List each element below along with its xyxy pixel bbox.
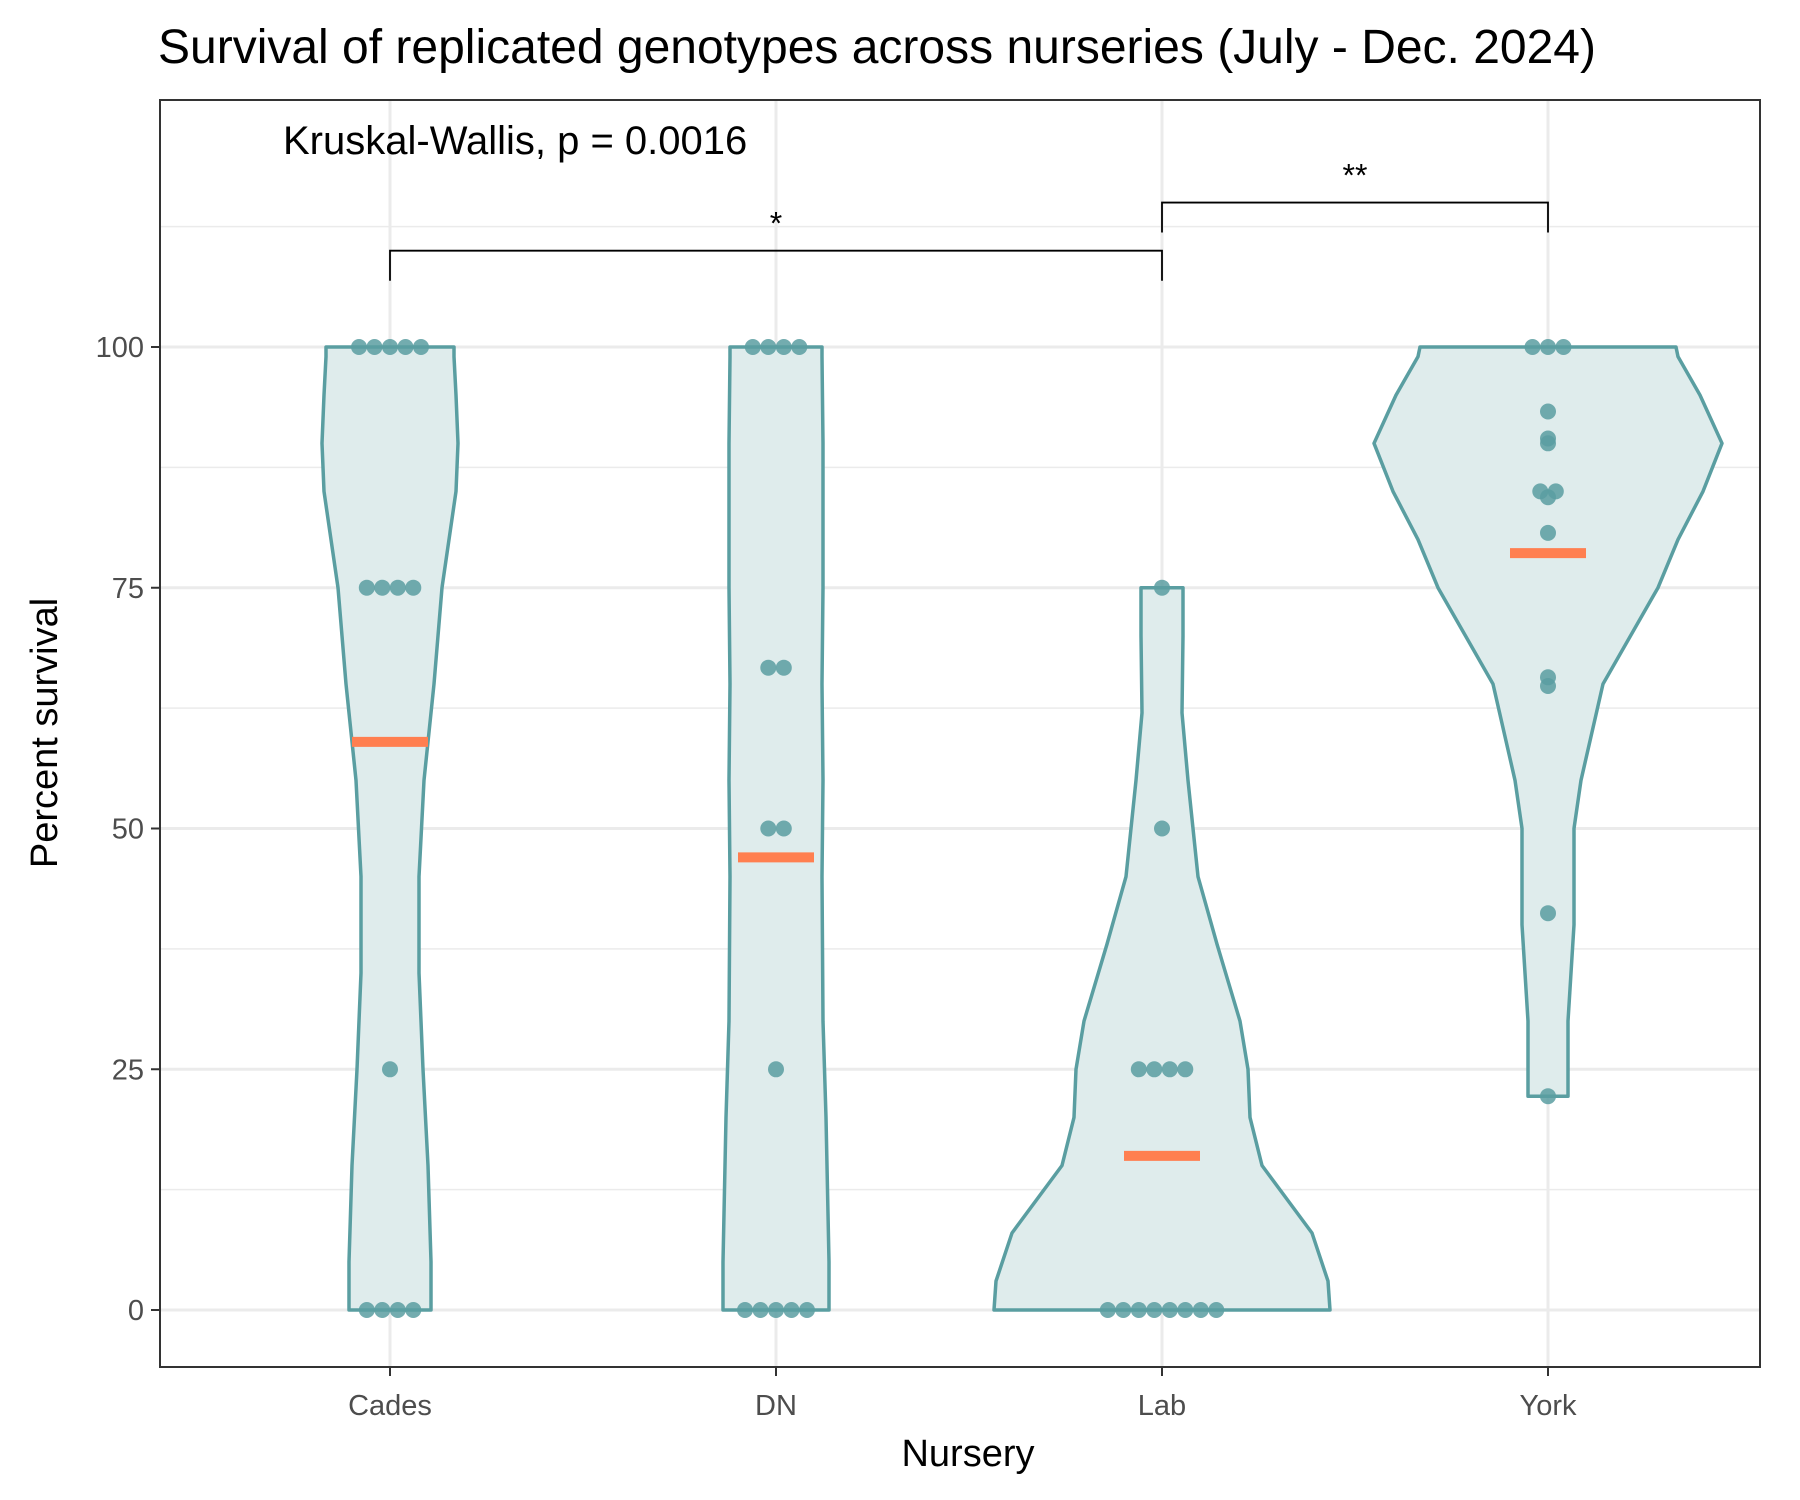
data-point	[752, 1302, 769, 1318]
data-point	[760, 339, 777, 355]
y-tick-label: 50	[112, 814, 144, 846]
significance-brackets: ***	[389, 158, 1549, 281]
data-point	[351, 339, 367, 355]
data-point	[775, 820, 792, 837]
data-point	[768, 1061, 784, 1078]
data-point	[775, 339, 792, 355]
data-point	[791, 339, 808, 355]
significance-label: *	[770, 206, 782, 242]
data-point	[1161, 1061, 1178, 1078]
panel-border	[159, 99, 1761, 1368]
data-point	[1540, 430, 1556, 447]
x-axis: Cades DN Lab York	[348, 1367, 1577, 1422]
mean-markers	[352, 548, 1586, 1161]
x-tick-label: Cades	[348, 1390, 432, 1422]
data-point	[1099, 1302, 1116, 1318]
data-point	[744, 339, 761, 355]
significance-bracket	[1161, 201, 1549, 233]
x-tick-label: Lab	[1138, 1390, 1186, 1422]
y-tick-label: 25	[112, 1054, 144, 1086]
significance-bracket	[389, 249, 1163, 281]
data-point	[382, 1061, 398, 1078]
data-point	[413, 339, 429, 355]
data-point	[382, 339, 398, 355]
data-point	[397, 339, 414, 355]
y-axis: 0 25 50 75 100	[96, 332, 160, 1327]
data-point	[1161, 1302, 1178, 1318]
violin-lab	[992, 585, 1332, 1312]
data-point	[783, 1302, 800, 1318]
data-point	[358, 579, 375, 596]
data-point	[1146, 1061, 1163, 1078]
data-point	[1555, 339, 1572, 355]
data-point	[1177, 1302, 1194, 1318]
data-point	[358, 1302, 375, 1318]
data-point	[1154, 820, 1170, 837]
data-point	[1540, 1088, 1556, 1105]
violin-york	[1372, 345, 1724, 1098]
data-point	[760, 659, 777, 676]
data-point	[389, 1302, 406, 1318]
y-axis-title: Percent survival	[24, 598, 66, 868]
data-point	[1115, 1302, 1132, 1318]
data-point	[1540, 339, 1556, 355]
data-point	[1146, 1302, 1163, 1318]
data-point	[768, 1302, 784, 1318]
violin-cades	[320, 345, 460, 1312]
data-point	[374, 579, 391, 596]
y-tick-label: 0	[128, 1295, 144, 1327]
x-tick-label: DN	[755, 1390, 797, 1422]
data-point	[799, 1302, 815, 1318]
data-point	[389, 579, 406, 596]
data-point	[1540, 403, 1556, 420]
significance-label: **	[1343, 158, 1368, 194]
data-point	[405, 1302, 422, 1318]
data-point	[374, 1302, 391, 1318]
data-point	[1130, 1061, 1147, 1078]
data-point	[1192, 1302, 1209, 1318]
x-axis-title: Nursery	[901, 1433, 1034, 1475]
data-point	[760, 820, 777, 837]
data-point	[1154, 579, 1170, 596]
data-point	[1524, 339, 1541, 355]
x-tick-label: York	[1520, 1390, 1577, 1422]
data-point	[1130, 1302, 1147, 1318]
data-point	[366, 339, 383, 355]
data-point	[1208, 1302, 1225, 1318]
data-point	[1540, 489, 1556, 506]
y-tick-label: 75	[112, 573, 144, 605]
test-annotation: Kruskal-Wallis, p = 0.0016	[283, 119, 747, 163]
chart-title: Survival of replicated genotypes across …	[158, 21, 1596, 74]
data-point	[737, 1302, 753, 1318]
data-point	[775, 659, 792, 676]
data-point	[1540, 905, 1556, 922]
data-point	[405, 579, 422, 596]
data-point	[1177, 1061, 1194, 1078]
y-tick-label: 100	[96, 332, 144, 364]
data-point	[1540, 678, 1556, 694]
data-points	[351, 339, 1572, 1318]
data-point	[1540, 524, 1556, 541]
